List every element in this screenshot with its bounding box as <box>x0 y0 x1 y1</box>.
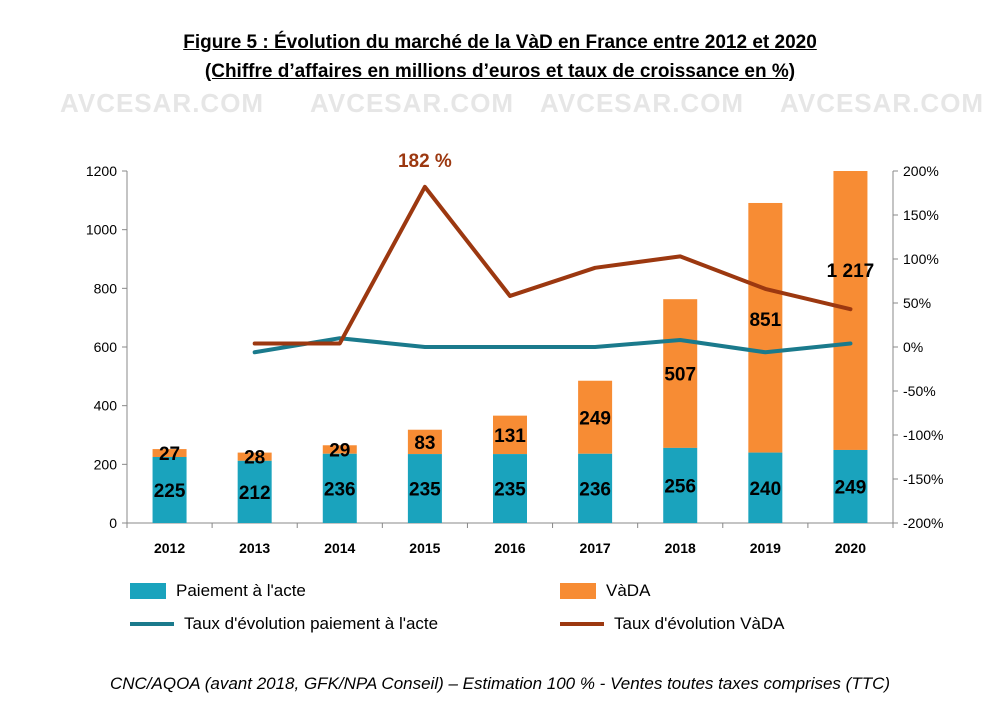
data-label-vada: 28 <box>244 448 265 469</box>
bar-paiement <box>152 457 187 523</box>
watermark: AVCESAR.COM <box>540 88 745 118</box>
y-tick-label-right: -150% <box>903 471 943 487</box>
x-tick-label: 2012 <box>154 540 185 556</box>
bar-vada <box>237 452 272 461</box>
x-tick-label: 2018 <box>665 540 696 556</box>
data-label-vada: 83 <box>414 433 435 454</box>
bar-paiement <box>237 460 272 523</box>
y-tick-label-right: 0% <box>903 339 923 355</box>
data-label-paiement: 249 <box>835 477 867 498</box>
x-tick-label: 2020 <box>835 540 866 556</box>
y-tick-label-right: 100% <box>903 251 939 267</box>
y-tick-label-left: 200 <box>94 456 118 472</box>
legend-item-vada: VàDA <box>560 581 650 601</box>
data-label-paiement: 240 <box>749 479 781 500</box>
x-tick-label: 2016 <box>494 540 525 556</box>
data-label-paiement: 236 <box>579 479 611 500</box>
x-tick-label: 2017 <box>580 540 611 556</box>
y-tick-label-right: 150% <box>903 207 939 223</box>
bar-paiement <box>748 452 783 523</box>
data-label-paiement: 225 <box>154 481 186 502</box>
watermark: AVCESAR.COM <box>780 88 985 118</box>
legend-swatch-paiement <box>130 583 166 599</box>
bar-vada <box>578 380 613 454</box>
x-tick-label: 2014 <box>324 540 355 556</box>
data-label-paiement: 236 <box>324 479 356 500</box>
bar-paiement <box>663 447 698 523</box>
legend-label-taux-paiement: Taux d'évolution paiement à l'acte <box>184 614 439 633</box>
y-tick-label-right: -50% <box>903 383 936 399</box>
legend-swatch-taux-paiement <box>130 622 174 626</box>
watermark: AVCESAR.COM <box>60 88 265 118</box>
legend-item-paiement: Paiement à l'acte <box>130 581 306 601</box>
watermark: AVCESAR.COM <box>310 88 515 118</box>
legend-label-vada: VàDA <box>606 581 651 600</box>
data-label-vada: 27 <box>159 444 180 465</box>
bar-paiement <box>407 454 442 523</box>
y-tick-label-right: -100% <box>903 427 943 443</box>
y-tick-label-left: 1000 <box>86 222 117 238</box>
data-label-paiement: 235 <box>494 480 526 501</box>
y-tick-label-right: 200% <box>903 163 939 179</box>
y-tick-label-right: -200% <box>903 515 943 531</box>
data-label-vada: 851 <box>749 310 781 331</box>
y-tick-label-left: 400 <box>94 398 118 414</box>
legend-item-taux-paiement: Taux d'évolution paiement à l'acte <box>130 614 438 634</box>
legend-swatch-taux-vada <box>560 622 604 626</box>
bar-vada <box>663 299 698 448</box>
data-label-vada: 131 <box>494 426 526 447</box>
x-tick-label: 2015 <box>409 540 440 556</box>
y-tick-label-right: 50% <box>903 295 931 311</box>
source-note: CNC/AQOA (avant 2018, GFK/NPA Conseil) –… <box>109 674 891 693</box>
chart-title: Figure 5 : Évolution du marché de la VàD… <box>183 32 817 53</box>
data-label-paiement: 212 <box>239 483 271 504</box>
y-tick-label-left: 800 <box>94 280 118 296</box>
data-label-paiement: 235 <box>409 480 441 501</box>
bar-paiement <box>322 453 357 523</box>
data-label-vada: 249 <box>579 408 611 429</box>
bar-vada <box>152 449 187 457</box>
legend-label-paiement: Paiement à l'acte <box>176 581 306 600</box>
line-taux-vada <box>252 184 853 346</box>
bar-paiement <box>493 454 527 523</box>
bar-vada <box>407 429 442 455</box>
bar-vada <box>493 415 527 455</box>
data-label-vada: 1 217 <box>827 261 875 282</box>
bar-vada <box>748 202 783 453</box>
y-tick-label-left: 0 <box>109 515 117 531</box>
x-tick-label: 2019 <box>750 540 781 556</box>
data-label-vada: 29 <box>329 441 350 462</box>
x-tick-label: 2013 <box>239 540 270 556</box>
bar-paiement <box>578 453 613 523</box>
legend-item-taux-vada: Taux d'évolution VàDA <box>560 614 785 634</box>
legend-label-taux-vada: Taux d'évolution VàDA <box>614 614 785 633</box>
y-tick-label-left: 1200 <box>86 163 117 179</box>
data-label-vada: 507 <box>664 365 696 386</box>
legend-swatch-vada <box>560 583 596 599</box>
y-tick-label-left: 600 <box>94 339 118 355</box>
data-label-paiement: 256 <box>664 476 696 497</box>
bar-vada <box>322 445 357 454</box>
line-taux-paiement <box>252 336 853 355</box>
annotation-label: 182 % <box>398 151 452 172</box>
chart-subtitle: (Chiffre d’affaires en millions d’euros … <box>204 61 796 82</box>
bar-paiement <box>833 449 868 523</box>
